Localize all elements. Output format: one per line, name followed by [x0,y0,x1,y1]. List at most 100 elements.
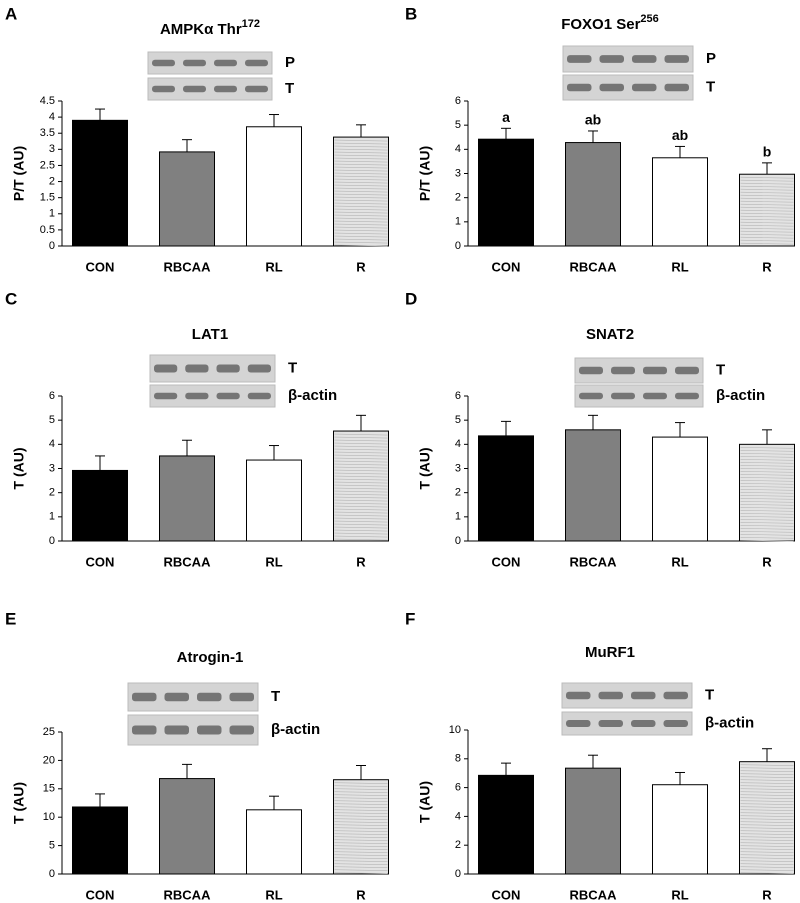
y-tick-label: 1 [455,216,461,228]
x-tick-label: RL [265,259,282,274]
bar-hatch [740,782,794,784]
blot-band [643,392,667,400]
bar-hatch [740,785,794,787]
y-axis-label: T (AU) [417,448,433,490]
bar-hatch [740,191,794,194]
bar-hatch [740,492,794,494]
blot-band [599,83,624,92]
bar-hatch [334,193,388,196]
x-tick-label: RBCAA [570,259,618,274]
bar-hatch [740,236,794,239]
bar-hatch [740,854,794,856]
bar-hatch [740,462,794,464]
bar [478,774,534,875]
bar-hatch [334,827,388,830]
bar [565,142,621,247]
bar-hatch [740,242,794,245]
significance-label: ab [585,112,601,128]
y-tick-label: 3 [455,167,461,179]
bar-hatch [740,866,794,868]
x-tick-label: CON [492,887,521,902]
blot-band [663,720,688,727]
blot-label: T [706,78,715,95]
title-text: FOXO1 Ser [561,16,640,33]
bar [739,761,795,875]
y-tick-label: 1 [49,208,55,220]
blot-band [611,366,635,375]
blot-band [152,59,175,67]
bar-hatch [740,800,794,802]
bar-hatch [740,860,794,862]
bar-hatch [740,776,794,778]
bar-hatch [740,510,794,512]
panel-letter: C [5,289,17,308]
bar-hatch [740,513,794,515]
bar-hatch [334,833,388,836]
title-text: SNAT2 [586,326,634,343]
blot-band [566,691,591,700]
x-tick-label: RBCAA [570,887,618,902]
bar-hatch [334,800,388,803]
panel: C LAT1 Tβ-actin 0 1 2 3 4 5 6 T (AU) CON RBCAA RL R [5,289,389,569]
bar-hatch [334,818,388,821]
bar-hatch [740,230,794,233]
bar-hatch [740,185,794,188]
bar-hatch [740,528,794,530]
panel: A AMPKα Thr172 PT 0 0.5 1 1.5 2 2.5 3 3.5 4 4.5 P/T (… [5,4,389,274]
y-tick-label: 2 [49,175,55,187]
y-tick-label: 3 [455,462,461,474]
bar-hatch [334,782,388,785]
x-tick-label: R [762,554,772,569]
bar-hatch [334,448,388,451]
y-axis-label: P/T (AU) [417,146,433,201]
bar-hatch [334,226,388,229]
bar-hatch [334,181,388,184]
y-tick-label: 3 [49,462,55,474]
bar-hatch [334,142,388,145]
panel-title: Atrogin-1 [177,649,244,666]
bar-hatch [334,451,388,454]
y-tick-label: 20 [43,754,55,766]
blot-band [245,59,268,67]
bar-hatch [740,836,794,838]
bar-hatch [334,235,388,238]
bar-hatch [334,809,388,812]
y-tick-label: 3 [49,143,55,155]
bar-hatch [740,516,794,518]
blot-band [152,85,175,93]
y-tick-label: 25 [43,726,55,738]
y-tick-label: 5 [455,119,461,131]
bar-hatch [740,788,794,790]
bar-hatch [334,538,388,541]
bar-hatch [334,475,388,478]
blot-band [663,691,688,700]
bar-hatch [334,478,388,481]
bar-hatch [740,456,794,458]
y-tick-label: 6 [49,390,55,402]
bar-hatch [740,833,794,835]
bar-hatch [334,199,388,202]
blot-band [132,725,157,735]
bar-hatch [334,460,388,463]
bar-hatch [334,863,388,866]
bar-hatch [334,532,388,535]
blot-label: T [716,361,725,378]
bar-hatch [334,851,388,854]
title-text: LAT1 [192,326,228,343]
blot-band [567,83,592,92]
bar-hatch [334,436,388,439]
bar-hatch [740,845,794,847]
panel: D SNAT2 Tβ-actin 0 1 2 3 4 5 6 T (AU) CON RBCAA RL R [405,289,795,569]
y-tick-label: 5 [49,840,55,852]
bar-hatch [334,529,388,532]
bar-hatch [740,540,794,542]
bar [478,435,534,542]
y-tick-label: 0 [455,240,461,252]
bar-hatch [334,848,388,851]
bar-hatch [334,160,388,163]
bar-hatch [334,490,388,493]
bar-hatch [740,824,794,826]
bar [246,459,302,542]
y-tick-label: 0 [455,535,461,547]
bar-hatch [334,232,388,235]
